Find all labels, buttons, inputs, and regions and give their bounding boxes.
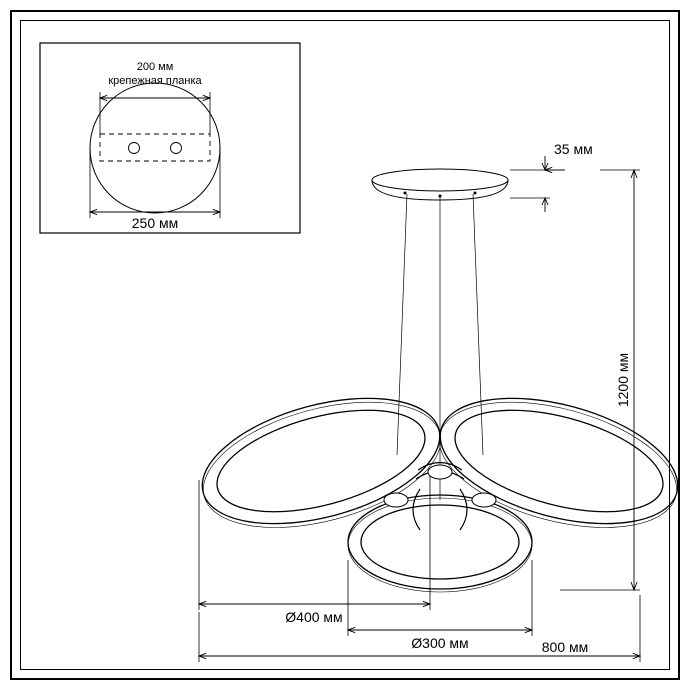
dim-200-label: 200 мм <box>137 61 174 73</box>
dim-800-label: 800 мм <box>542 639 589 655</box>
dim-800: 800 мм <box>199 595 640 662</box>
dim-35-label: 35 мм <box>554 141 593 157</box>
dim-250-label: 250 мм <box>132 215 179 231</box>
canopy <box>372 169 508 200</box>
suspension-wires <box>397 194 483 500</box>
dim-300: Ø300 мм <box>348 560 532 651</box>
dim-300-label: Ø300 мм <box>411 635 468 651</box>
dim-35: 35 мм <box>510 141 593 212</box>
bracket-label: крепежная планка <box>108 75 202 87</box>
ring-front <box>348 495 532 592</box>
inset-box: 200 мм крепежная планка 250 мм <box>40 43 300 233</box>
ring-right <box>426 375 690 550</box>
dim-400-label: Ø400 мм <box>285 609 342 625</box>
drawing-svg: 200 мм крепежная планка 250 мм <box>0 0 690 690</box>
ring-left <box>189 375 455 550</box>
dim-1200: 1200 мм <box>560 170 640 590</box>
dim-1200-label: 1200 мм <box>615 353 631 407</box>
